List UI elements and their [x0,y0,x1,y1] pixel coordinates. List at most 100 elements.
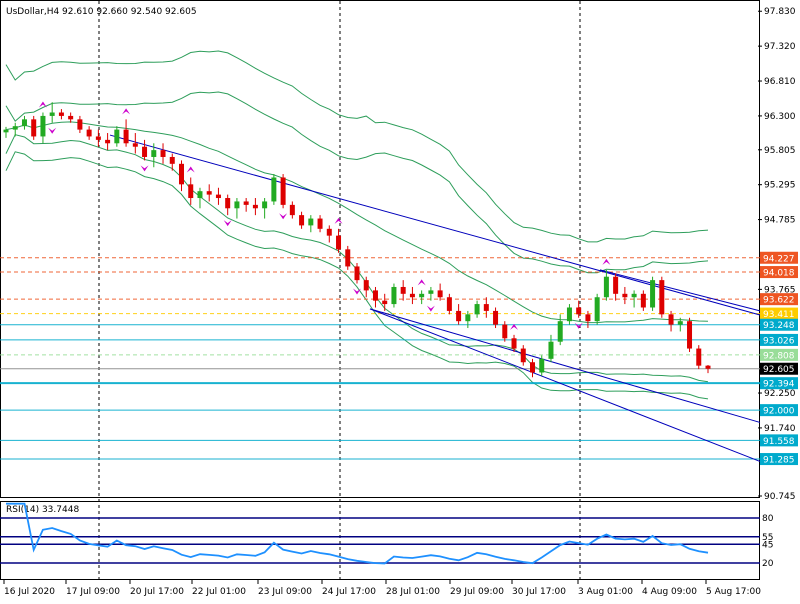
x-tick-label: 23 Jul 09:00 [258,587,312,597]
candle-body [132,143,138,147]
bb-outer-lower-band [5,151,709,400]
candle [622,286,628,305]
candle-body [391,286,397,305]
level-label-box [760,318,798,331]
candle-body [363,280,369,291]
candle-body [345,249,351,267]
fractal-up-marker [417,279,426,286]
candle-body [594,297,600,322]
candle [299,211,305,229]
candle [280,174,286,209]
candle [363,276,369,298]
candle [687,317,693,352]
candle-body [650,280,656,308]
candle [437,283,443,301]
candle [585,310,591,329]
price-axis: 97.830 97.320 96.810 96.300 95.805 95.295 94.7… [758,7,796,502]
candle-body [179,163,184,185]
candle-body [677,321,683,325]
candle [308,215,314,233]
candle-body [548,341,554,359]
level-label-text: 92.605 [763,365,795,375]
candle-body [566,307,572,322]
candle [631,290,637,308]
candle-body [520,348,526,363]
candle-body [400,286,406,294]
bb-outer-upper-band [5,50,709,243]
candle-body [613,276,619,294]
candle-body [372,290,378,301]
candle-body [289,204,295,216]
x-tick-label: 16 Jul 2020 [4,587,55,597]
candle [68,112,74,123]
fractal-up-marker [602,258,611,265]
level-label-box [760,348,798,361]
candle-body [105,139,111,144]
candle-body [114,129,120,144]
candle-body [234,201,240,209]
candle-body [215,194,221,199]
candle-body [631,293,637,298]
candle-body [419,293,425,298]
candle [234,198,240,219]
candle-body [95,136,101,140]
candle-body [49,112,55,116]
y-tick-label: 96.810 [764,77,796,87]
rsi-level-label: 55 [762,533,773,543]
level-label-text: 92.000 [763,407,795,417]
candle [271,174,277,205]
level-label-text: 94.018 [763,269,795,279]
candle [640,290,646,311]
y-tick-label: 90.745 [764,492,796,502]
candle [483,297,489,318]
candle-body [668,314,674,325]
candle-body [428,290,434,294]
y-tick-label: 92.250 [764,389,796,399]
level-label-box [760,377,798,390]
candle [650,276,656,311]
candle-body [31,119,37,137]
candle-body [474,304,480,315]
fractal-down-marker [140,165,149,172]
candle-body [308,218,314,226]
bollinger-bands [5,50,709,400]
candle-body [299,215,305,226]
candle-body [539,358,545,373]
candle [197,187,203,209]
rsi-level-label: 45 [762,540,773,550]
level-label-box [760,266,798,279]
candle [400,280,406,301]
candle [576,300,582,318]
candle [206,184,212,202]
candle [705,364,711,374]
x-tick-label: 24 Jul 17:00 [322,587,376,597]
candle [539,355,545,376]
level-label-box [760,453,798,466]
candle [502,321,508,342]
candle-body [271,177,277,202]
rsi-level-label: 20 [762,559,774,569]
candle-body [493,310,499,325]
candle-body [40,115,46,137]
candle [557,314,563,346]
candle-body [326,228,332,236]
candlesticks [3,102,711,378]
channel-upper-right-line [599,269,761,312]
candle-body [576,307,582,315]
bb-upper-band [5,91,709,274]
candle [114,126,120,147]
candle [40,112,46,144]
candle [428,286,434,301]
candle [566,304,572,325]
level-label-box [760,293,798,306]
candle-body [530,362,535,373]
candle [668,310,674,332]
candle [49,102,55,123]
candle [419,290,425,305]
level-label-text: 93.026 [763,336,795,346]
candle [105,133,111,151]
candle-body [696,348,702,366]
